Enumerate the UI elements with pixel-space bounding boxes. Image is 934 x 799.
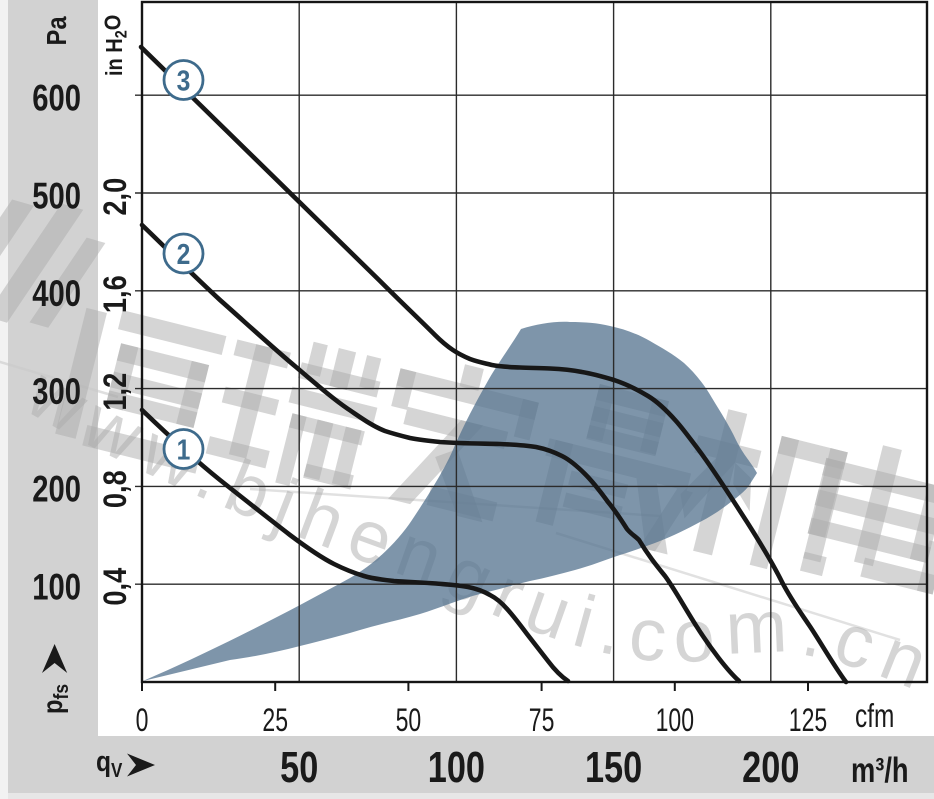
- svg-text:25: 25: [262, 702, 288, 738]
- svg-text:100: 100: [428, 743, 485, 792]
- svg-text:600: 600: [32, 78, 81, 119]
- svg-text:3: 3: [177, 65, 191, 97]
- svg-text:50: 50: [280, 743, 318, 792]
- svg-text:Pa: Pa: [40, 16, 72, 46]
- svg-text:500: 500: [32, 176, 81, 217]
- svg-text:125: 125: [789, 702, 827, 738]
- svg-text:100: 100: [32, 567, 81, 608]
- svg-text:400: 400: [32, 274, 81, 315]
- svg-text:m³/h: m³/h: [851, 751, 909, 790]
- svg-text:0,8: 0,8: [98, 470, 134, 508]
- svg-text:cfm: cfm: [855, 699, 894, 735]
- svg-text:1,6: 1,6: [98, 275, 134, 313]
- svg-text:50: 50: [396, 702, 422, 738]
- svg-text:2: 2: [177, 238, 191, 270]
- svg-text:in H2O: in H2O: [99, 15, 131, 76]
- svg-text:75: 75: [529, 702, 555, 738]
- svg-text:300: 300: [32, 372, 81, 413]
- svg-text:150: 150: [585, 743, 642, 792]
- svg-text:100: 100: [656, 702, 694, 738]
- svg-text:200: 200: [32, 470, 81, 511]
- svg-text:1,2: 1,2: [98, 373, 134, 411]
- svg-text:200: 200: [742, 743, 799, 792]
- svg-text:1: 1: [177, 434, 191, 466]
- svg-text:2,0: 2,0: [98, 178, 134, 216]
- svg-text:0,4: 0,4: [98, 567, 134, 605]
- svg-text:0: 0: [136, 702, 149, 738]
